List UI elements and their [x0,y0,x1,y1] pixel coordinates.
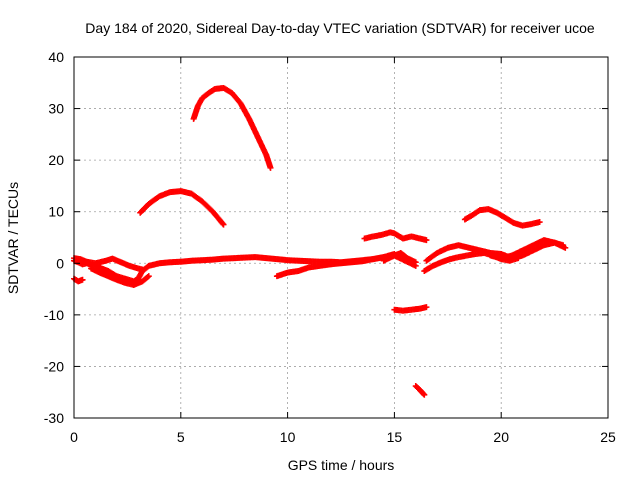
y-tick-label: -10 [44,307,64,323]
x-axis-label: GPS time / hours [288,457,395,473]
data-point [144,274,151,281]
y-tick-label: 0 [56,255,64,271]
x-tick-label: 0 [70,429,78,445]
series-track-4 [88,265,152,288]
data-point [562,244,569,251]
y-tick-label: 20 [48,152,64,168]
data-point [536,219,543,226]
data-point [219,220,226,227]
data-point [420,390,427,397]
data-series [71,84,569,398]
series-track-3 [71,275,86,285]
series-track-10 [137,188,227,228]
y-tick-label: 10 [48,204,64,220]
series-track-2 [71,255,146,273]
series-track-6 [380,249,419,266]
plot-frame [73,56,609,419]
data-point [139,266,146,273]
series-track-9 [487,237,569,262]
x-tick-label: 25 [600,429,616,445]
y-tick-label: -20 [44,358,64,374]
data-point [421,391,428,398]
series-track-11 [190,84,274,171]
series-track-14 [412,383,428,398]
data-point [79,276,86,283]
data-point [220,221,227,228]
grid-lines [74,57,608,418]
data-point [412,259,419,266]
data-point [267,164,274,171]
data-point [423,304,430,311]
series-track-12 [361,229,430,244]
series-track-15 [461,206,543,229]
y-tick-label: 40 [48,49,64,65]
data-point [145,273,152,280]
x-tick-label: 15 [387,429,403,445]
y-tick-label: -30 [44,410,64,426]
x-tick-label: 10 [280,429,296,445]
data-point [515,255,522,262]
x-tick-label: 5 [177,429,185,445]
x-tick-label: 20 [493,429,509,445]
chart-title: Day 184 of 2020, Sidereal Day-to-day VTE… [85,20,595,36]
y-tick-label: 30 [48,101,64,117]
series-track-13 [391,304,430,314]
y-axis-label: SDTVAR / TECUs [5,182,21,294]
data-point [423,237,430,244]
axis-ticks: 0 5 10 15 20 25 -30 -20 -10 0 10 20 30 40 [44,49,616,445]
